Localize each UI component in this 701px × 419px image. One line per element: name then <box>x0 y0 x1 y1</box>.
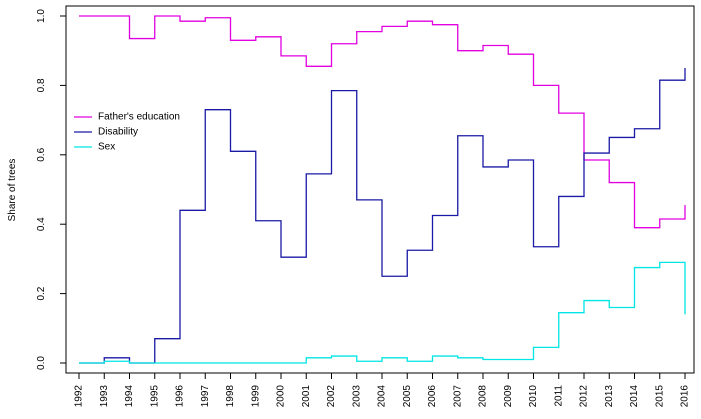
x-tick-label: 2016 <box>680 385 691 408</box>
legend: Father's education Disability Sex <box>74 112 180 153</box>
x-tick-label: 2011 <box>553 385 564 407</box>
x-tick-label: 1999 <box>250 385 261 408</box>
x-axis: 1992 1993 1994 1995 1996 1997 1998 1999 2000 2001… <box>74 373 691 407</box>
x-tick-label: 1995 <box>149 385 160 408</box>
x-tick-label: 2000 <box>276 385 287 408</box>
y-axis: 0.0 0.2 0.4 0.6 0.8 1.0 <box>36 9 66 370</box>
x-tick-label: 1993 <box>99 385 110 408</box>
x-tick-label: 2004 <box>377 385 388 408</box>
series-line-father-s-education <box>79 15 686 229</box>
x-tick-label: 2006 <box>427 385 438 408</box>
x-tick-label: 2008 <box>478 385 489 408</box>
x-tick-label: 1997 <box>200 385 211 408</box>
x-tick-label: 2001 <box>301 385 312 408</box>
x-tick-label: 2010 <box>528 385 539 408</box>
x-tick-label: 2003 <box>351 385 362 408</box>
x-tick-label: 2007 <box>452 385 463 408</box>
x-tick-label: 2013 <box>604 385 615 408</box>
series-layer <box>79 15 686 364</box>
series-line-disability <box>79 68 686 364</box>
x-tick-label: 2009 <box>503 385 514 408</box>
legend-label-father-s-education: Father's education <box>98 112 180 123</box>
x-tick-label: 1996 <box>175 385 186 408</box>
x-tick-label: 2012 <box>579 385 590 408</box>
series-line-sex <box>79 261 686 364</box>
x-tick-label: 2015 <box>654 385 665 408</box>
legend-label-disability: Disability <box>98 127 138 138</box>
x-tick-label: 2005 <box>402 385 413 408</box>
plot-frame <box>65 5 695 374</box>
x-tick-label: 1998 <box>225 385 236 408</box>
x-tick-label: 2002 <box>326 385 337 408</box>
y-tick-label: 0.8 <box>36 78 47 92</box>
x-tick-label: 1992 <box>74 385 85 408</box>
y-tick-label: 1.0 <box>36 9 47 23</box>
y-axis-title: Share of trees <box>7 159 18 222</box>
x-tick-label: 2014 <box>629 385 640 408</box>
x-tick-label: 1994 <box>124 385 135 408</box>
y-tick-label: 0.4 <box>36 217 47 231</box>
y-tick-label: 0.6 <box>36 147 47 161</box>
y-tick-label: 0.2 <box>36 286 47 300</box>
legend-label-sex: Sex <box>98 142 115 153</box>
y-tick-label: 0.0 <box>36 356 47 370</box>
